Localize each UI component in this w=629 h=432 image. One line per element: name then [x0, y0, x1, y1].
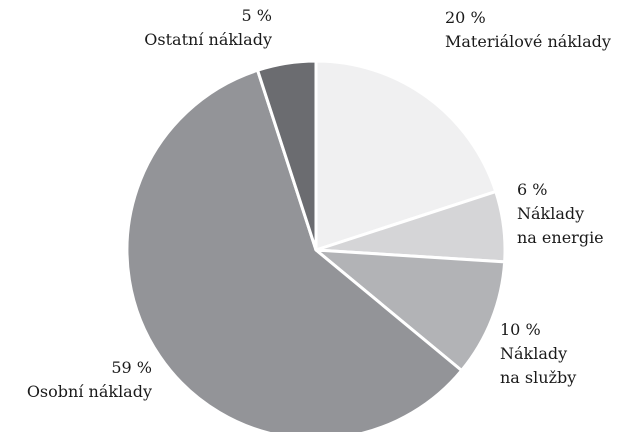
pie-slice [314, 59, 498, 252]
value-label: 20 % [445, 8, 486, 27]
category-label: Náklady na služby [500, 344, 577, 387]
slice-label: 6 % Náklady na energie [517, 178, 604, 250]
slice-label: 59 % Osobní náklady [27, 356, 152, 404]
pie-slice [125, 68, 464, 432]
pie-slice [314, 248, 507, 372]
slice-label: 5 % Ostatní náklady [144, 4, 272, 52]
value-label: 10 % [500, 320, 541, 339]
slice-label: 20 % Materiálové náklady [445, 6, 611, 54]
category-label: Materiálové náklady [445, 32, 611, 51]
category-label: Náklady na energie [517, 204, 604, 247]
category-label: Osobní náklady [26, 382, 152, 401]
pie-slice [256, 59, 318, 252]
value-label: 59 % [111, 358, 152, 377]
value-label: 6 % [517, 180, 548, 199]
category-label: Ostatní náklady [144, 30, 272, 49]
value-label: 5 % [241, 6, 272, 25]
slice-label: 10 % Náklady na služby [500, 318, 576, 390]
